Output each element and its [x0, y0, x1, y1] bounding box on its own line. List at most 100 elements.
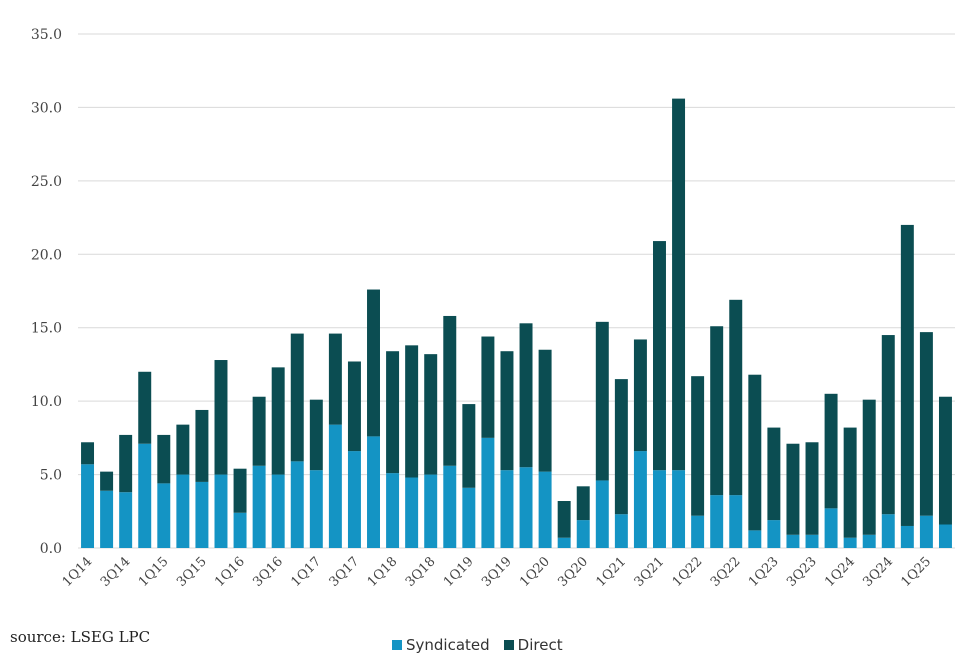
legend-swatch-syndicated	[392, 640, 402, 650]
bar-syndicated-2q24	[862, 534, 876, 548]
bar-direct-1q20	[538, 349, 552, 472]
bar-direct-3q22	[729, 299, 743, 496]
bar-syndicated-2q16	[252, 465, 266, 548]
x-tick-label: 3Q18	[403, 554, 439, 590]
bar-direct-1q16	[233, 468, 247, 513]
bar-direct-3q19	[500, 351, 514, 471]
x-tick-label: 1Q22	[670, 554, 706, 590]
bar-syndicated-4q14	[138, 443, 152, 548]
bar-syndicated-2q15	[176, 474, 190, 548]
bar-syndicated-3q19	[500, 470, 514, 548]
bar-syndicated-1q25	[919, 515, 933, 548]
bar-direct-2q15	[176, 424, 190, 475]
bar-direct-2q14	[100, 471, 114, 491]
bar-direct-1q22	[691, 376, 705, 516]
legend-swatch-direct	[503, 640, 514, 650]
bar-direct-4q21	[672, 98, 686, 471]
bar-direct-2q19	[481, 336, 495, 438]
x-tick-label: 1Q15	[136, 554, 172, 590]
bar-syndicated-2q14	[100, 490, 114, 548]
bar-syndicated-4q21	[672, 470, 686, 548]
x-tick-label: 3Q23	[784, 554, 820, 590]
x-tick-label: 1Q18	[365, 554, 401, 590]
bar-syndicated-4q15	[214, 474, 228, 548]
bar-syndicated-4q22	[748, 530, 762, 548]
bar-direct-2q22	[710, 326, 724, 496]
bar-direct-3q14	[119, 434, 133, 493]
x-tick-label: 3Q21	[632, 554, 668, 590]
bar-direct-3q15	[195, 409, 209, 482]
y-tick-label: 5.0	[40, 468, 62, 484]
x-tick-label: 3Q22	[708, 554, 744, 590]
bar-direct-4q24	[900, 224, 914, 526]
bar-direct-1q25	[919, 332, 933, 516]
bar-direct-4q16	[290, 333, 304, 462]
bar-direct-3q23	[805, 442, 819, 535]
stacked-bar-chart: 0.05.010.015.020.025.030.035.0 1Q14 3Q14 1…	[31, 27, 955, 590]
bar-syndicated-1q20	[538, 471, 552, 548]
x-tick-label: 1Q20	[517, 554, 553, 590]
x-tick-label: 3Q19	[479, 554, 515, 590]
legend-label-direct: Direct	[517, 636, 563, 654]
bar-direct-1q23	[767, 427, 781, 521]
bar-direct-1q14	[81, 442, 95, 465]
bar-syndicated-1q22	[691, 515, 705, 548]
y-tick-label: 0.0	[40, 541, 62, 557]
bar-direct-4q19	[519, 323, 533, 468]
y-tick-label: 25.0	[31, 174, 62, 190]
legend-label-syndicated: Syndicated	[406, 636, 490, 654]
x-tick-label: 1Q24	[822, 554, 858, 590]
bar-direct-4q17	[367, 289, 380, 437]
source-note: source: LSEG LPC	[10, 628, 151, 646]
x-axis-tick-labels: 1Q14 3Q14 1Q15 3Q15 1Q16 3Q16 1Q17 3Q17 1Q18 3Q18…	[60, 554, 935, 590]
bar-direct-2q17	[328, 333, 342, 425]
x-tick-label: 1Q14	[60, 554, 96, 590]
bars	[81, 98, 952, 548]
bar-direct-3q18	[424, 354, 438, 475]
bar-direct-2q23	[786, 443, 800, 535]
chart-legend: Syndicated Direct	[392, 636, 577, 654]
bar-syndicated-4q17	[367, 436, 380, 548]
bar-syndicated-4q19	[519, 467, 533, 548]
bar-direct-2q24	[862, 399, 876, 535]
bar-syndicated-4q16	[290, 461, 304, 548]
bar-syndicated-1q19	[462, 487, 476, 548]
bar-direct-2q25	[938, 396, 952, 525]
bar-direct-1q21	[614, 379, 628, 515]
bar-syndicated-2q17	[328, 424, 342, 548]
bar-direct-1q24	[843, 427, 857, 538]
x-tick-label: 3Q20	[555, 554, 591, 590]
y-tick-label: 30.0	[31, 100, 62, 116]
bar-syndicated-1q21	[614, 514, 628, 548]
bar-syndicated-2q20	[557, 537, 571, 548]
x-tick-label: 1Q25	[899, 554, 935, 590]
bar-direct-3q21	[653, 241, 666, 471]
y-tick-label: 10.0	[31, 394, 62, 410]
bar-direct-3q24	[881, 335, 895, 515]
bar-syndicated-3q17	[347, 451, 361, 548]
x-tick-label: 3Q15	[174, 554, 210, 590]
bar-syndicated-3q16	[271, 474, 285, 548]
bar-syndicated-3q15	[195, 481, 209, 548]
bar-direct-4q18	[443, 315, 457, 466]
bar-syndicated-1q24	[843, 537, 857, 548]
y-tick-label: 35.0	[31, 27, 62, 43]
bar-direct-3q16	[271, 367, 285, 475]
y-tick-label: 15.0	[31, 321, 62, 337]
bar-syndicated-1q15	[157, 483, 171, 548]
bar-direct-2q18	[405, 345, 419, 478]
gridlines	[78, 33, 955, 549]
bar-syndicated-4q24	[900, 525, 914, 548]
bar-direct-2q21	[633, 339, 647, 452]
bar-direct-3q17	[347, 361, 361, 452]
bar-syndicated-1q14	[81, 464, 95, 548]
bar-direct-2q20	[557, 501, 571, 538]
bar-direct-2q16	[252, 396, 266, 466]
bar-syndicated-2q23	[786, 534, 800, 548]
bar-direct-1q17	[309, 399, 323, 471]
bar-syndicated-3q24	[881, 514, 895, 548]
bar-direct-4q14	[138, 371, 152, 444]
bar-direct-4q20	[595, 321, 609, 481]
x-tick-label: 3Q17	[327, 554, 363, 590]
x-tick-label: 1Q17	[288, 554, 324, 590]
